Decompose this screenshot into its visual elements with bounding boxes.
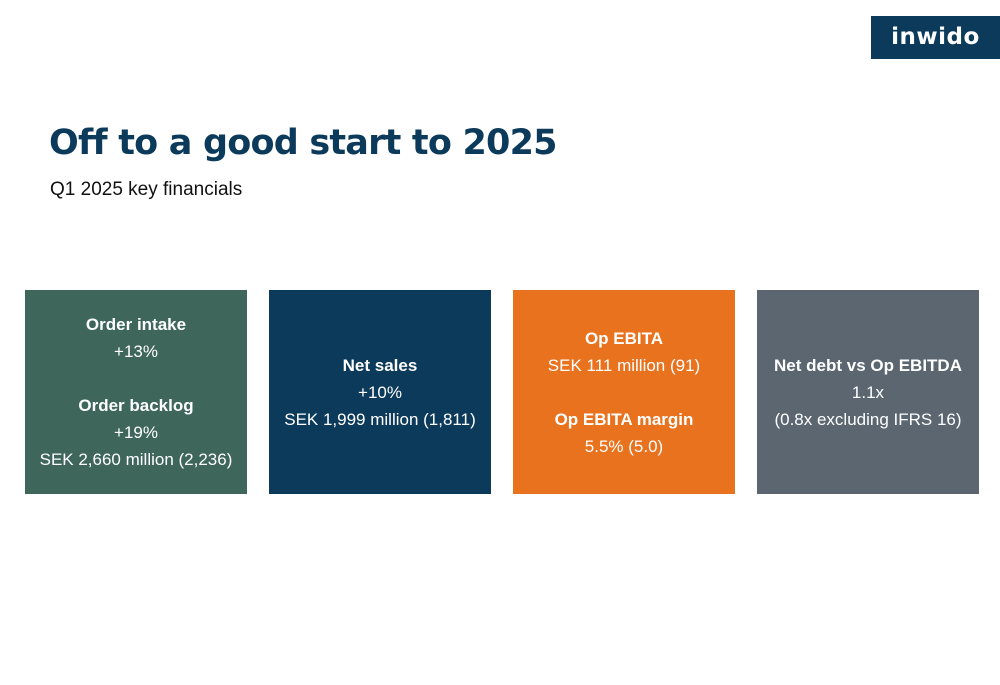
op-ebita-card: Op EBITA SEK 111 million (91) Op EBITA m… (513, 290, 735, 494)
order-backlog-change: +19% (114, 423, 158, 442)
net-debt-card: Net debt vs Op EBITDA 1.1x (0.8x excludi… (757, 290, 979, 494)
slide-subtitle: Q1 2025 key financials (50, 179, 243, 200)
inwido-logo: inwido (871, 16, 1000, 59)
net-sales-card: Net sales +10% SEK 1,999 million (1,811) (269, 290, 491, 494)
net-sales-label: Net sales (342, 355, 418, 375)
order-backlog-label: Order backlog (78, 396, 194, 415)
op-ebita-margin-label: Op EBITA margin (554, 409, 694, 429)
slide-title: Off to a good start to 2025 (49, 123, 557, 163)
op-ebita-margin-value: 5.5% (5.0) (584, 436, 664, 456)
order-card: Order intake +13% Order backlog +19% SEK… (25, 290, 247, 494)
logo-text: inwido (891, 24, 980, 50)
net-debt-value: 1.1x (851, 382, 885, 402)
order-intake-label: Order intake (85, 315, 187, 334)
net-debt-note: (0.8x excluding IFRS 16) (774, 409, 962, 429)
order-backlog-value: SEK 2,660 million (2,236) (39, 450, 233, 469)
op-ebita-value: SEK 111 million (91) (547, 355, 701, 375)
net-sales-value: SEK 1,999 million (1,811) (284, 409, 476, 429)
net-sales-change: +10% (358, 382, 402, 402)
op-ebita-label: Op EBITA (584, 328, 664, 348)
net-debt-label: Net debt vs Op EBITDA (774, 355, 962, 375)
order-intake-change: +13% (114, 342, 158, 361)
